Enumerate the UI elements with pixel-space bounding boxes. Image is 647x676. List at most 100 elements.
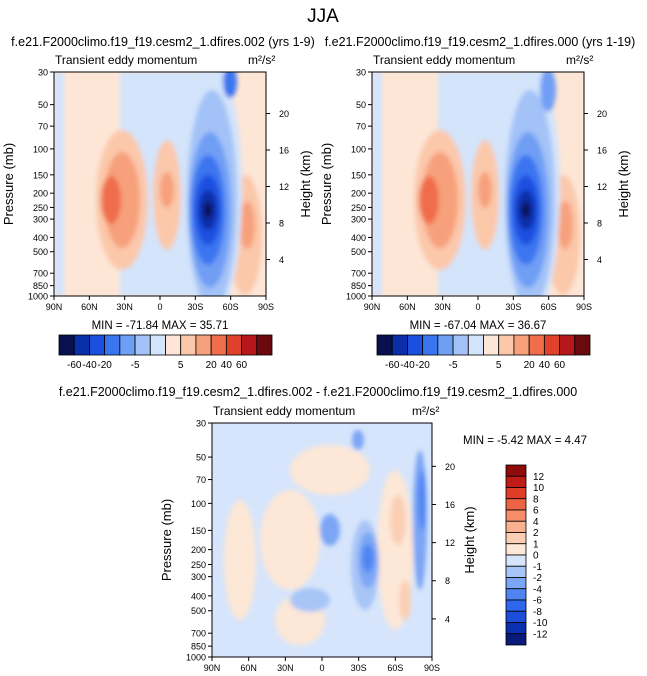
colorbar-swatch xyxy=(559,334,576,356)
colorbar-swatch xyxy=(467,334,484,356)
pressure-tick-label: 300 xyxy=(33,215,48,225)
colorbar-swatch xyxy=(73,334,90,356)
colorbar-swatch xyxy=(505,599,527,612)
colorbar-swatch xyxy=(134,334,151,356)
colorbar-swatch xyxy=(528,334,545,356)
height-tick-label: 12 xyxy=(597,182,607,192)
latitude-tick-label: 30N xyxy=(277,663,294,671)
latitude-tick-label: 30S xyxy=(351,663,367,671)
height-tick-label: 8 xyxy=(597,218,602,228)
latitude-tick-label: 90S xyxy=(576,302,592,312)
colorbar-swatch xyxy=(58,334,75,356)
colorbar-label: 20 xyxy=(206,360,218,371)
colorbar-swatch xyxy=(505,487,527,500)
colorbar-label: 5 xyxy=(496,360,502,371)
colorbar-swatch xyxy=(574,334,591,356)
colorbar-label: -60 xyxy=(385,360,400,371)
pressure-tick-label: 50 xyxy=(38,100,48,110)
colorbar-label: 60 xyxy=(554,360,566,371)
pressure-axis-label: Pressure (mb) xyxy=(1,143,16,225)
panel-difference: f.e21.F2000climo.f19_f19.cesm2_1.dfires.… xyxy=(59,385,587,673)
pressure-tick-label: 30 xyxy=(356,68,366,78)
colorbar-panel-1: -60 -40 -20 -5 5 20 40 60 xyxy=(58,334,273,371)
height-tick-label: 8 xyxy=(445,576,450,586)
latitude-tick-label: 90S xyxy=(258,302,274,312)
colorbar-swatch xyxy=(505,554,527,567)
latitude-tick-label: 60S xyxy=(387,663,403,671)
height-tick-label: 12 xyxy=(279,182,289,192)
colorbar-label: 0 xyxy=(533,551,539,562)
colorbar-swatch xyxy=(505,532,527,545)
pressure-tick-label: 250 xyxy=(351,203,366,213)
pressure-tick-label: 850 xyxy=(351,281,366,291)
pressure-tick-label: 400 xyxy=(351,233,366,243)
height-tick-label: 4 xyxy=(279,255,284,265)
latitude-tick-label: 90N xyxy=(364,302,381,312)
colorbar-label: -60 xyxy=(67,360,82,371)
pressure-tick-label: 500 xyxy=(351,247,366,257)
colorbar-label: -12 xyxy=(533,629,548,640)
colorbar-panel-2: -60 -40 -20 -5 5 20 40 60 xyxy=(376,334,591,371)
pressure-tick-label: 700 xyxy=(191,629,206,639)
height-axis-label: Height (km) xyxy=(462,506,477,573)
colorbar-label: -5 xyxy=(131,360,140,371)
colorbar-swatch xyxy=(505,622,527,635)
pressure-tick-label: 150 xyxy=(351,170,366,180)
latitude-tick-label: 60S xyxy=(223,302,239,312)
height-axis: 20 16 12 8 4 xyxy=(432,462,455,624)
pressure-tick-label: 50 xyxy=(196,453,206,463)
colorbar-swatch xyxy=(505,577,527,590)
latitude-tick-label: 90N xyxy=(46,302,63,312)
latitude-tick-label: 30N xyxy=(116,302,133,312)
latitude-tick-label: 90N xyxy=(204,663,221,671)
colorbar-label: -20 xyxy=(415,360,430,371)
colorbar-swatch xyxy=(505,610,527,623)
colorbar-label: 5 xyxy=(178,360,184,371)
colorbar-swatch xyxy=(256,334,273,356)
pressure-axis-label: Pressure (mb) xyxy=(319,143,334,225)
height-tick-label: 20 xyxy=(597,109,607,119)
colorbar-swatch xyxy=(437,334,454,356)
colorbar-swatch xyxy=(104,334,121,356)
latitude-tick-label: 0 xyxy=(319,663,324,671)
colorbar-label: 60 xyxy=(236,360,248,371)
latitude-axis: 90N 60N 30N 0 30S 60S 90S xyxy=(204,657,440,673)
latitude-tick-label: 60N xyxy=(399,302,416,312)
pressure-tick-label: 100 xyxy=(33,144,48,154)
latitude-tick-label: 60N xyxy=(81,302,98,312)
latitude-tick-label: 60N xyxy=(240,663,257,671)
height-tick-label: 20 xyxy=(279,109,289,119)
colorbar-swatch xyxy=(241,334,258,356)
pressure-tick-label: 200 xyxy=(351,189,366,199)
pressure-tick-label: 70 xyxy=(196,475,206,485)
colorbar-swatch xyxy=(180,334,197,356)
height-axis-label: Height (km) xyxy=(616,150,631,217)
pressure-tick-label: 1000 xyxy=(28,292,48,302)
latitude-axis: 90N 60N 30N 0 30S 60S 90S xyxy=(46,296,274,312)
colorbar-swatch xyxy=(505,565,527,578)
colorbar-swatch xyxy=(210,334,227,356)
colorbar-swatch xyxy=(89,334,106,356)
latitude-axis: 90N 60N 30N 0 30S 60S 90S xyxy=(364,296,592,312)
colorbar-swatch xyxy=(505,475,527,488)
height-tick-label: 8 xyxy=(279,218,284,228)
colorbar-label: -10 xyxy=(533,618,548,629)
colorbar-swatch xyxy=(513,334,530,356)
panel-title: f.e21.F2000climo.f19_f19.cesm2_1.dfires.… xyxy=(59,385,577,399)
variable-label: Transient eddy momentum xyxy=(55,53,197,67)
panel-dfires-000: f.e21.F2000climo.f19_f19.cesm2_1.dfires.… xyxy=(319,35,635,332)
height-tick-label: 16 xyxy=(597,145,607,155)
colorbar-label: 40 xyxy=(539,360,551,371)
contour-field xyxy=(372,72,584,296)
pressure-tick-label: 250 xyxy=(191,560,206,570)
colorbar-label: 10 xyxy=(533,483,545,494)
colorbar-swatch xyxy=(149,334,166,356)
pressure-tick-label: 150 xyxy=(33,170,48,180)
colorbar-label: 4 xyxy=(533,517,539,528)
pressure-tick-label: 1000 xyxy=(346,292,366,302)
pressure-tick-label: 150 xyxy=(191,526,206,536)
colorbar-swatch xyxy=(505,633,527,646)
